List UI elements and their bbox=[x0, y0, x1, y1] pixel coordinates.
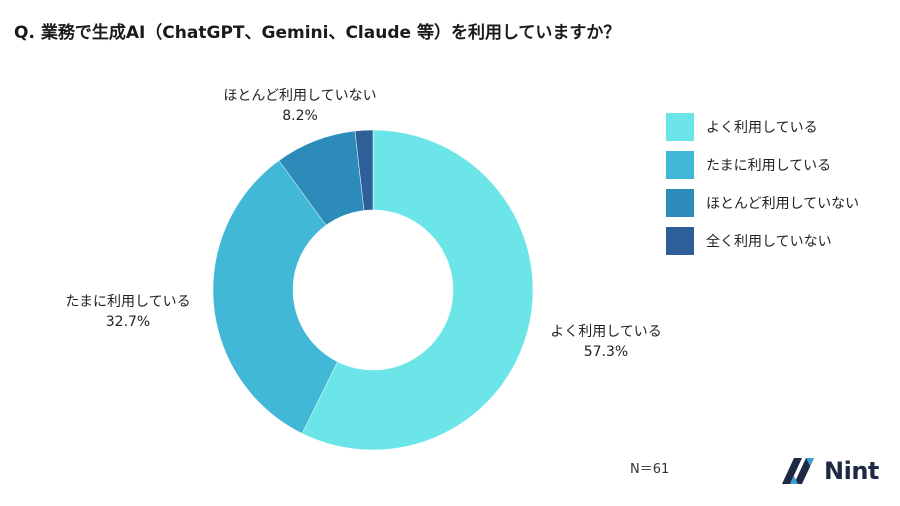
legend-swatch-often bbox=[666, 113, 694, 141]
legend-label-sometimes: たまに利用している bbox=[706, 158, 832, 174]
slice-label-sometimes-name: たまに利用している bbox=[65, 294, 191, 310]
legend-item-sometimes: たまに利用している bbox=[666, 146, 859, 184]
donut-slice-never bbox=[354, 129, 374, 211]
slice-label-often: よく利用している 57.3% bbox=[550, 322, 662, 362]
legend-swatch-never bbox=[666, 227, 694, 255]
legend-item-rarely: ほとんど利用していない bbox=[666, 184, 859, 222]
legend-label-never: 全く利用していない bbox=[706, 234, 832, 250]
legend-item-often: よく利用している bbox=[666, 108, 859, 146]
legend-item-never: 全く利用していない bbox=[666, 222, 859, 260]
slice-label-often-value: 57.3% bbox=[583, 344, 629, 360]
donut-slice-sometimes bbox=[212, 160, 338, 434]
slice-label-rarely-value: 8.2% bbox=[282, 108, 318, 124]
legend-label-often: よく利用している bbox=[706, 120, 818, 136]
chart-title: Q. 業務で生成AI（ChatGPT、Gemini、Claude 等）を利用して… bbox=[14, 23, 621, 43]
slice-label-sometimes: たまに利用している 32.7% bbox=[65, 292, 190, 332]
donut-slice-often bbox=[301, 129, 534, 451]
chart-legend: よく利用している たまに利用している ほとんど利用していない 全く利用していない bbox=[666, 108, 859, 260]
slice-label-sometimes-value: 32.7% bbox=[105, 314, 151, 330]
nint-logo-icon bbox=[782, 458, 814, 484]
legend-swatch-sometimes bbox=[666, 151, 694, 179]
legend-swatch-rarely bbox=[666, 189, 694, 217]
brand-name: Nint bbox=[824, 457, 879, 485]
slice-label-often-name: よく利用している bbox=[550, 324, 662, 340]
sample-size-label: N＝61 bbox=[630, 462, 670, 477]
slice-label-rarely-name: ほとんど利用していない bbox=[223, 88, 377, 104]
brand-logo: Nint bbox=[780, 456, 879, 486]
legend-label-rarely: ほとんど利用していない bbox=[706, 196, 860, 212]
slice-label-rarely: ほとんど利用していない 8.2% bbox=[223, 86, 376, 126]
